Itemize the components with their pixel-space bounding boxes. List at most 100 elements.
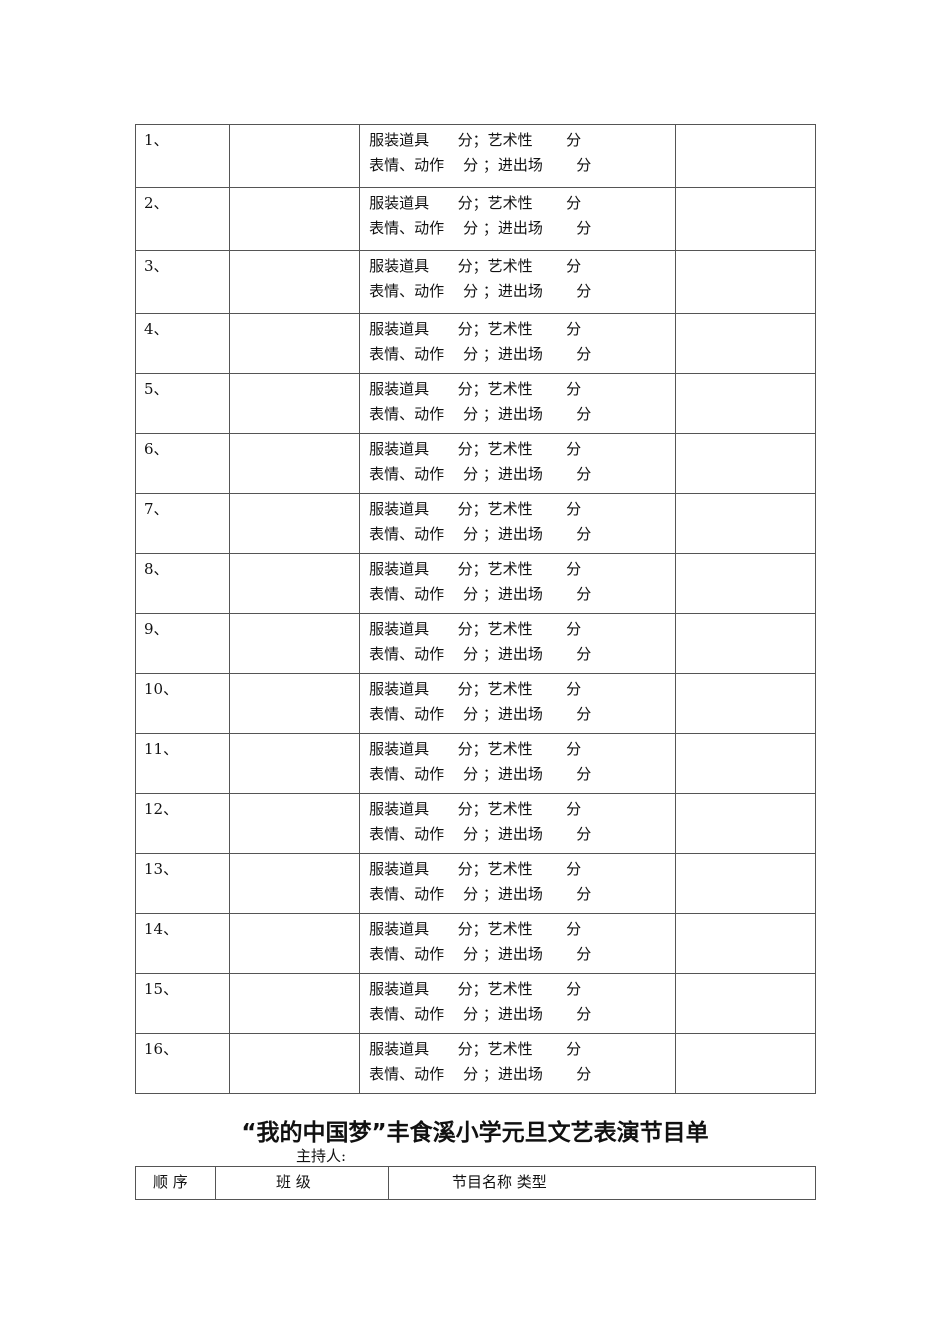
score-line-1: 服装道具 分；艺术性 分 — [369, 131, 582, 149]
score-line-1: 服装道具 分；艺术性 分 — [369, 257, 582, 275]
score-line-1: 服装道具 分；艺术性 分 — [369, 440, 582, 458]
row-number: 16、 — [135, 1033, 230, 1094]
row-number: 15、 — [135, 973, 230, 1034]
score-line-2: 表情、动作 分 ；进出场 分 — [369, 1065, 592, 1083]
row-number: 7、 — [135, 493, 230, 554]
class-cell — [228, 853, 361, 914]
row-number: 12、 — [135, 793, 230, 854]
row-number: 9、 — [135, 613, 230, 674]
class-cell — [228, 313, 361, 374]
row-number: 8、 — [135, 553, 230, 614]
row-number: 5、 — [135, 373, 230, 434]
table-row: 16、 服装道具 分；艺术性 分表情、动作 分 ；进出场 分 — [135, 1033, 817, 1094]
row-number: 13、 — [135, 853, 230, 914]
class-cell — [228, 124, 361, 188]
class-cell — [228, 733, 361, 794]
class-cell — [228, 793, 361, 854]
row-number: 2、 — [135, 187, 230, 251]
score-cell: 服装道具 分；艺术性 分表情、动作 分 ；进出场 分 — [359, 793, 676, 854]
score-cell: 服装道具 分；艺术性 分表情、动作 分 ；进出场 分 — [359, 373, 676, 434]
header-class: 班 级 — [215, 1166, 389, 1200]
remark-cell — [674, 733, 817, 794]
host-label: 主持人: — [296, 1147, 347, 1165]
remark-cell — [674, 493, 817, 554]
table-row: 7、 服装道具 分；艺术性 分表情、动作 分 ；进出场 分 — [135, 493, 817, 554]
table-row: 15、 服装道具 分；艺术性 分表情、动作 分 ；进出场 分 — [135, 973, 817, 1034]
class-cell — [228, 250, 361, 314]
score-line-2: 表情、动作 分 ；进出场 分 — [369, 585, 592, 603]
table-row: 10、 服装道具 分；艺术性 分表情、动作 分 ；进出场 分 — [135, 673, 817, 734]
score-cell: 服装道具 分；艺术性 分表情、动作 分 ；进出场 分 — [359, 187, 676, 251]
score-line-2: 表情、动作 分 ；进出场 分 — [369, 156, 592, 174]
remark-cell — [674, 124, 817, 188]
class-cell — [228, 553, 361, 614]
score-line-1: 服装道具 分；艺术性 分 — [369, 380, 582, 398]
score-cell: 服装道具 分；艺术性 分表情、动作 分 ；进出场 分 — [359, 913, 676, 974]
score-cell: 服装道具 分；艺术性 分表情、动作 分 ；进出场 分 — [359, 853, 676, 914]
remark-cell — [674, 313, 817, 374]
score-line-2: 表情、动作 分 ；进出场 分 — [369, 885, 592, 903]
remark-cell — [674, 793, 817, 854]
table-row: 11、 服装道具 分；艺术性 分表情、动作 分 ；进出场 分 — [135, 733, 817, 794]
class-cell — [228, 433, 361, 494]
score-line-2: 表情、动作 分 ；进出场 分 — [369, 345, 592, 363]
table-row: 5、 服装道具 分；艺术性 分表情、动作 分 ；进出场 分 — [135, 373, 817, 434]
score-line-2: 表情、动作 分 ；进出场 分 — [369, 525, 592, 543]
remark-cell — [674, 673, 817, 734]
score-line-1: 服装道具 分；艺术性 分 — [369, 620, 582, 638]
row-number: 1、 — [135, 124, 230, 188]
row-number: 3、 — [135, 250, 230, 314]
score-cell: 服装道具 分；艺术性 分表情、动作 分 ；进出场 分 — [359, 733, 676, 794]
class-cell — [228, 493, 361, 554]
remark-cell — [674, 373, 817, 434]
score-line-1: 服装道具 分；艺术性 分 — [369, 500, 582, 518]
table-row: 9、 服装道具 分；艺术性 分表情、动作 分 ；进出场 分 — [135, 613, 817, 674]
score-cell: 服装道具 分；艺术性 分表情、动作 分 ；进出场 分 — [359, 433, 676, 494]
score-line-2: 表情、动作 分 ；进出场 分 — [369, 645, 592, 663]
table-row: 1、 服装道具 分；艺术性 分表情、动作 分 ；进出场 分 — [135, 124, 817, 188]
class-cell — [228, 973, 361, 1034]
row-number: 14、 — [135, 913, 230, 974]
class-cell — [228, 187, 361, 251]
table-row: 6、 服装道具 分；艺术性 分表情、动作 分 ；进出场 分 — [135, 433, 817, 494]
score-line-2: 表情、动作 分 ；进出场 分 — [369, 825, 592, 843]
table-row: 8、 服装道具 分；艺术性 分表情、动作 分 ；进出场 分 — [135, 553, 817, 614]
score-cell: 服装道具 分；艺术性 分表情、动作 分 ；进出场 分 — [359, 1033, 676, 1094]
score-line-2: 表情、动作 分 ；进出场 分 — [369, 465, 592, 483]
score-line-1: 服装道具 分；艺术性 分 — [369, 920, 582, 938]
score-line-2: 表情、动作 分 ；进出场 分 — [369, 282, 592, 300]
score-line-1: 服装道具 分；艺术性 分 — [369, 560, 582, 578]
score-line-1: 服装道具 分；艺术性 分 — [369, 680, 582, 698]
score-line-1: 服装道具 分；艺术性 分 — [369, 1040, 582, 1058]
program-title: “我的中国梦”丰食溪小学元旦文艺表演节目单 — [241, 1120, 709, 1146]
table-row: 3、 服装道具 分；艺术性 分表情、动作 分 ；进出场 分 — [135, 250, 817, 314]
score-line-2: 表情、动作 分 ；进出场 分 — [369, 945, 592, 963]
table-row: 4、 服装道具 分；艺术性 分表情、动作 分 ；进出场 分 — [135, 313, 817, 374]
remark-cell — [674, 853, 817, 914]
score-line-1: 服装道具 分；艺术性 分 — [369, 860, 582, 878]
table-row: 13、 服装道具 分；艺术性 分表情、动作 分 ；进出场 分 — [135, 853, 817, 914]
class-cell — [228, 1033, 361, 1094]
score-cell: 服装道具 分；艺术性 分表情、动作 分 ；进出场 分 — [359, 124, 676, 188]
score-cell: 服装道具 分；艺术性 分表情、动作 分 ；进出场 分 — [359, 973, 676, 1034]
program-table: 顺 序 班 级 节目名称 类型 — [135, 1166, 816, 1200]
score-line-1: 服装道具 分；艺术性 分 — [369, 800, 582, 818]
remark-cell — [674, 187, 817, 251]
score-line-2: 表情、动作 分 ；进出场 分 — [369, 765, 592, 783]
class-cell — [228, 913, 361, 974]
class-cell — [228, 373, 361, 434]
score-line-2: 表情、动作 分 ；进出场 分 — [369, 1005, 592, 1023]
header-order: 顺 序 — [135, 1166, 216, 1200]
table-row: 2、 服装道具 分；艺术性 分表情、动作 分 ；进出场 分 — [135, 187, 817, 251]
header-program-name-type: 节目名称 类型 — [388, 1166, 816, 1200]
score-line-1: 服装道具 分；艺术性 分 — [369, 320, 582, 338]
remark-cell — [674, 433, 817, 494]
remark-cell — [674, 250, 817, 314]
class-cell — [228, 613, 361, 674]
class-cell — [228, 673, 361, 734]
score-table: 1、 服装道具 分；艺术性 分表情、动作 分 ；进出场 分 2、 服装道具 分；… — [135, 124, 817, 1094]
score-line-1: 服装道具 分；艺术性 分 — [369, 740, 582, 758]
score-cell: 服装道具 分；艺术性 分表情、动作 分 ；进出场 分 — [359, 553, 676, 614]
score-cell: 服装道具 分；艺术性 分表情、动作 分 ；进出场 分 — [359, 613, 676, 674]
score-line-2: 表情、动作 分 ；进出场 分 — [369, 219, 592, 237]
